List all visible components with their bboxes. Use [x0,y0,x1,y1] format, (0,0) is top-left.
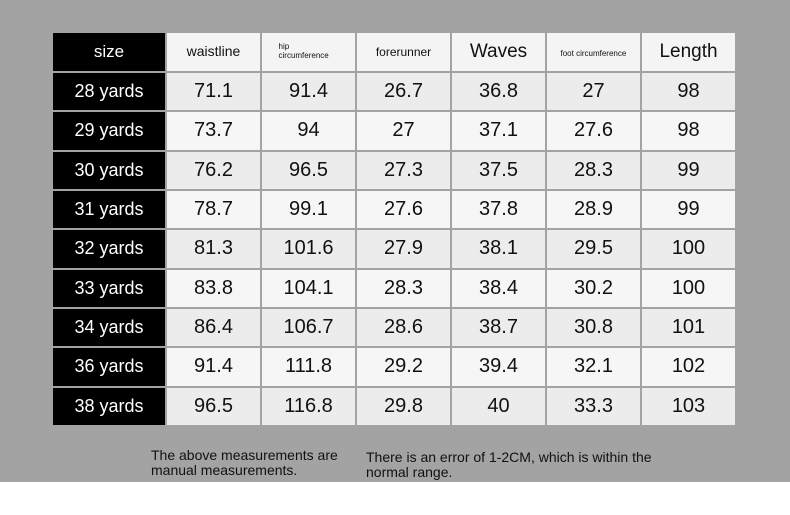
size-cell: 28 yards [51,70,167,113]
header-hip-label: hip circumference [278,41,329,60]
header-forerunner-label: forerunner [375,45,432,59]
header-hip: hip circumference [260,31,357,73]
header-size: size [51,31,167,73]
size-cell: 38 yards [51,385,167,428]
forerunner-cell: 26.7 [355,70,452,113]
size-cell: 29 yards [51,110,167,152]
size-cell: 33 yards [51,267,167,309]
header-foot: foot circumference [545,31,642,73]
hip-cell: 116.8 [260,385,357,428]
header-forerunner: forerunner [355,31,452,73]
table-row: 31 yards 78.7 99.1 27.6 37.8 28.9 99 [51,188,737,231]
waves-cell: 37.5 [450,149,547,191]
length-cell: 98 [640,70,737,113]
size-cell: 36 yards [51,346,167,388]
foot-cell: 33.3 [545,385,642,428]
length-cell: 102 [640,346,737,388]
length-cell: 101 [640,306,737,349]
forerunner-cell: 28.3 [355,267,452,309]
forerunner-cell: 28.6 [355,306,452,349]
foot-cell: 27 [545,70,642,113]
hip-cell: 106.7 [260,306,357,349]
waves-cell: 36.8 [450,70,547,113]
header-length: Length [640,31,737,73]
size-cell: 32 yards [51,228,167,270]
foot-cell: 29.5 [545,228,642,270]
forerunner-cell: 27.6 [355,188,452,231]
size-chart-table: size waistline hip circumference forerun… [51,31,737,428]
waistline-cell: 73.7 [165,110,262,152]
length-cell: 100 [640,228,737,270]
header-waistline-label: waistline [186,43,241,59]
waves-cell: 38.4 [450,267,547,309]
foot-cell: 27.6 [545,110,642,152]
forerunner-cell: 29.2 [355,346,452,388]
waves-cell: 38.1 [450,228,547,270]
waves-cell: 37.8 [450,188,547,231]
error-note: There is an error of 1-2CM, which is wit… [366,449,652,480]
measurement-note: The above measurements are manual measur… [151,447,338,478]
table-row: 28 yards 71.1 91.4 26.7 36.8 27 98 [51,70,737,113]
size-cell: 30 yards [51,149,167,191]
hip-cell: 96.5 [260,149,357,191]
hip-cell: 94 [260,110,357,152]
waistline-cell: 81.3 [165,228,262,270]
header-waves: Waves [450,31,547,73]
foot-cell: 30.2 [545,267,642,309]
table-row: 34 yards 86.4 106.7 28.6 38.7 30.8 101 [51,306,737,349]
hip-cell: 99.1 [260,188,357,231]
hip-cell: 101.6 [260,228,357,270]
forerunner-cell: 27 [355,110,452,152]
header-waves-label: Waves [469,41,528,62]
forerunner-cell: 27.3 [355,149,452,191]
header-waistline: waistline [165,31,262,73]
header-length-label: Length [659,41,718,62]
waves-cell: 40 [450,385,547,428]
foot-cell: 28.9 [545,188,642,231]
waistline-cell: 96.5 [165,385,262,428]
waistline-cell: 91.4 [165,346,262,388]
waves-cell: 39.4 [450,346,547,388]
waistline-cell: 76.2 [165,149,262,191]
waves-cell: 37.1 [450,110,547,152]
table-row: 29 yards 73.7 94 27 37.1 27.6 98 [51,110,737,152]
size-cell: 31 yards [51,188,167,231]
header-foot-label: foot circumference [560,49,627,58]
size-cell: 34 yards [51,306,167,349]
hip-cell: 111.8 [260,346,357,388]
length-cell: 100 [640,267,737,309]
table-row: 33 yards 83.8 104.1 28.3 38.4 30.2 100 [51,267,737,309]
forerunner-cell: 29.8 [355,385,452,428]
foot-cell: 30.8 [545,306,642,349]
length-cell: 103 [640,385,737,428]
waistline-cell: 83.8 [165,267,262,309]
waves-cell: 38.7 [450,306,547,349]
hip-cell: 91.4 [260,70,357,113]
forerunner-cell: 27.9 [355,228,452,270]
table-row: 32 yards 81.3 101.6 27.9 38.1 29.5 100 [51,228,737,270]
foot-cell: 32.1 [545,346,642,388]
table-row: 38 yards 96.5 116.8 29.8 40 33.3 103 [51,385,737,428]
waistline-cell: 78.7 [165,188,262,231]
table-row: 36 yards 91.4 111.8 29.2 39.4 32.1 102 [51,346,737,388]
length-cell: 98 [640,110,737,152]
header-row: size waistline hip circumference forerun… [51,31,737,73]
length-cell: 99 [640,149,737,191]
waistline-cell: 86.4 [165,306,262,349]
waistline-cell: 71.1 [165,70,262,113]
table-row: 30 yards 76.2 96.5 27.3 37.5 28.3 99 [51,149,737,191]
foot-cell: 28.3 [545,149,642,191]
hip-cell: 104.1 [260,267,357,309]
length-cell: 99 [640,188,737,231]
